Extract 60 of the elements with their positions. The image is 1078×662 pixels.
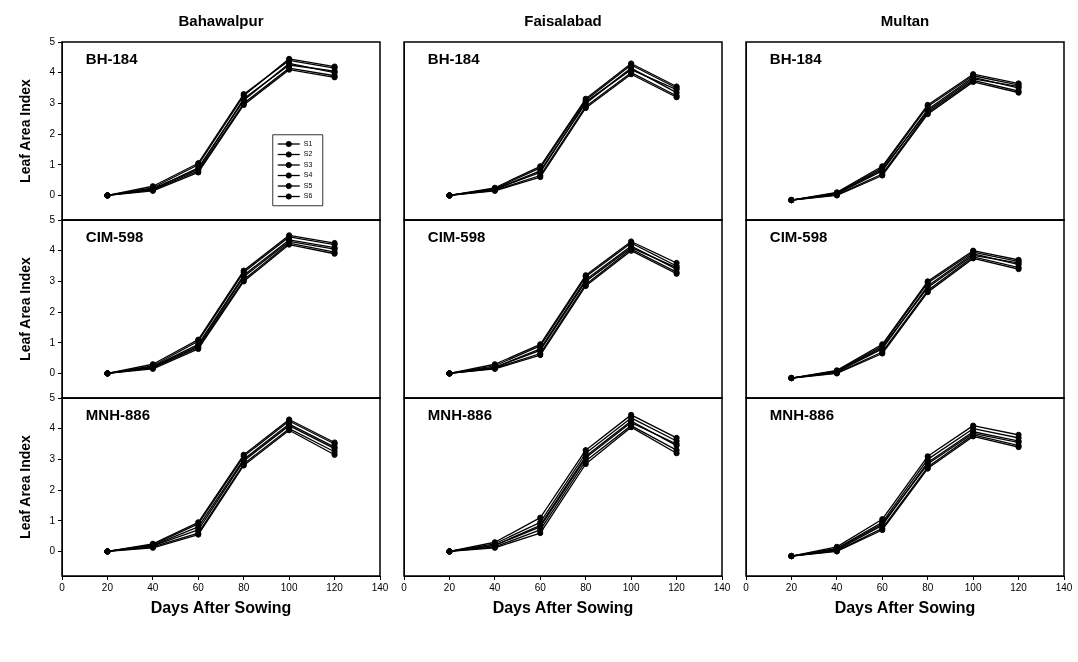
x-axis-title: Days After Sowing <box>150 598 292 616</box>
y-tick-label: 3 <box>49 275 56 287</box>
y-axis-title: Leaf Area Index <box>17 256 34 361</box>
x-tick-label: 20 <box>101 581 114 593</box>
x-tick-label: 140 <box>371 581 389 593</box>
text: CIM-598 <box>769 227 828 245</box>
x-tick-label: 40 <box>489 581 501 593</box>
y-axis-title: Leaf Area Index <box>17 78 34 183</box>
x-tick-label: 60 <box>876 581 889 593</box>
x-tick-label: 120 <box>668 581 686 593</box>
y-tick-label: 4 <box>49 244 56 256</box>
text: BH-184 <box>769 49 823 67</box>
x-tick-label: 0 <box>401 581 408 593</box>
x-axis-title: Days After Sowing <box>492 598 634 616</box>
y-tick-label: 3 <box>49 453 56 465</box>
text: MNH-886 <box>85 405 151 423</box>
y-tick-label: 2 <box>49 305 56 317</box>
x-tick-label: 20 <box>785 581 798 593</box>
text: BH-184 <box>85 49 139 67</box>
text: MNH-886 <box>427 405 493 423</box>
x-tick-label: 120 <box>326 581 344 593</box>
x-tick-label: 0 <box>59 581 66 593</box>
y-tick-label: 0 <box>49 189 56 201</box>
y-tick-label: 2 <box>49 127 56 139</box>
x-tick-label: 40 <box>831 581 843 593</box>
y-tick-label: 3 <box>49 97 56 109</box>
x-tick-label: 20 <box>443 581 456 593</box>
y-tick-label: 1 <box>49 158 56 170</box>
y-tick-label: 0 <box>49 545 56 557</box>
x-tick-label: 60 <box>534 581 547 593</box>
chart-subtitle: Faisalabad <box>523 12 603 29</box>
x-tick-label: 140 <box>713 581 731 593</box>
x-tick-label: 80 <box>922 581 934 593</box>
x-tick-label: 80 <box>580 581 592 593</box>
x-tick-label: 80 <box>238 581 250 593</box>
text: BH-184 <box>427 49 481 67</box>
chart-subtitle: Multan <box>879 12 931 29</box>
text: CIM-598 <box>85 227 144 245</box>
x-tick-label: 60 <box>192 581 205 593</box>
x-tick-label: 120 <box>1010 581 1028 593</box>
x-tick-label: 100 <box>280 581 298 593</box>
text: CIM-598 <box>427 227 486 245</box>
y-tick-label: 5 <box>49 213 56 225</box>
y-tick-label: 4 <box>49 66 56 78</box>
y-tick-label: 5 <box>49 35 56 47</box>
x-tick-label: 140 <box>1055 581 1073 593</box>
y-tick-label: 5 <box>49 391 56 403</box>
y-tick-label: 1 <box>49 514 56 526</box>
y-tick-label: 1 <box>49 336 56 348</box>
y-tick-label: 0 <box>49 367 56 379</box>
x-axis-title: Days After Sowing <box>834 598 976 616</box>
x-tick-label: 40 <box>147 581 159 593</box>
y-tick-label: 2 <box>49 483 56 495</box>
y-axis-title: Leaf Area Index <box>17 434 34 539</box>
chart-subtitle: Bahawalpur <box>177 12 265 29</box>
x-tick-label: 100 <box>964 581 982 593</box>
x-tick-label: 100 <box>622 581 640 593</box>
text: MNH-886 <box>769 405 835 423</box>
y-tick-label: 4 <box>49 422 56 434</box>
x-tick-label: 0 <box>743 581 750 593</box>
